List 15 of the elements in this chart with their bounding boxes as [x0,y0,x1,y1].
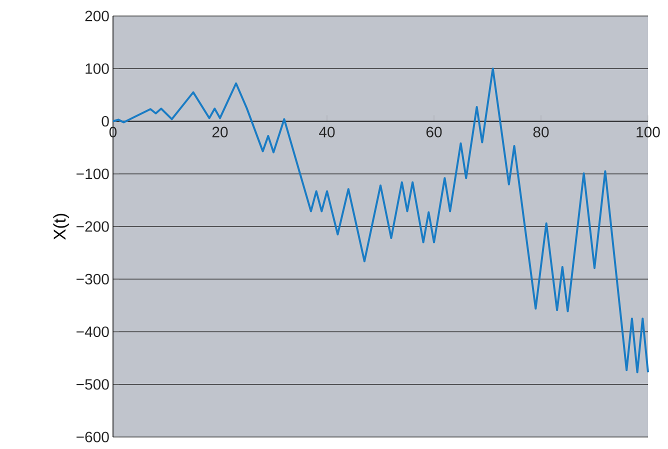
y-tick-label: −100 [76,168,109,180]
y-tick-label: 100 [86,63,109,74]
y-tick-label: −600 [76,432,109,442]
y-tick-label: 0 [102,116,109,127]
y-tick-label: −400 [76,326,109,338]
x-tick-label: 60 [426,126,442,138]
x-tick-label: 40 [319,126,335,138]
x-tick-label: 80 [533,126,549,138]
x-tick-label: 20 [212,126,228,138]
y-tick-label: −500 [76,379,109,390]
y-tick-label: −300 [76,274,109,284]
y-axis-title: X(t) [53,214,69,240]
y-tick-label: −200 [76,221,109,232]
y-tick-label: 200 [85,10,109,22]
x-tick-label: 100 [636,126,660,138]
